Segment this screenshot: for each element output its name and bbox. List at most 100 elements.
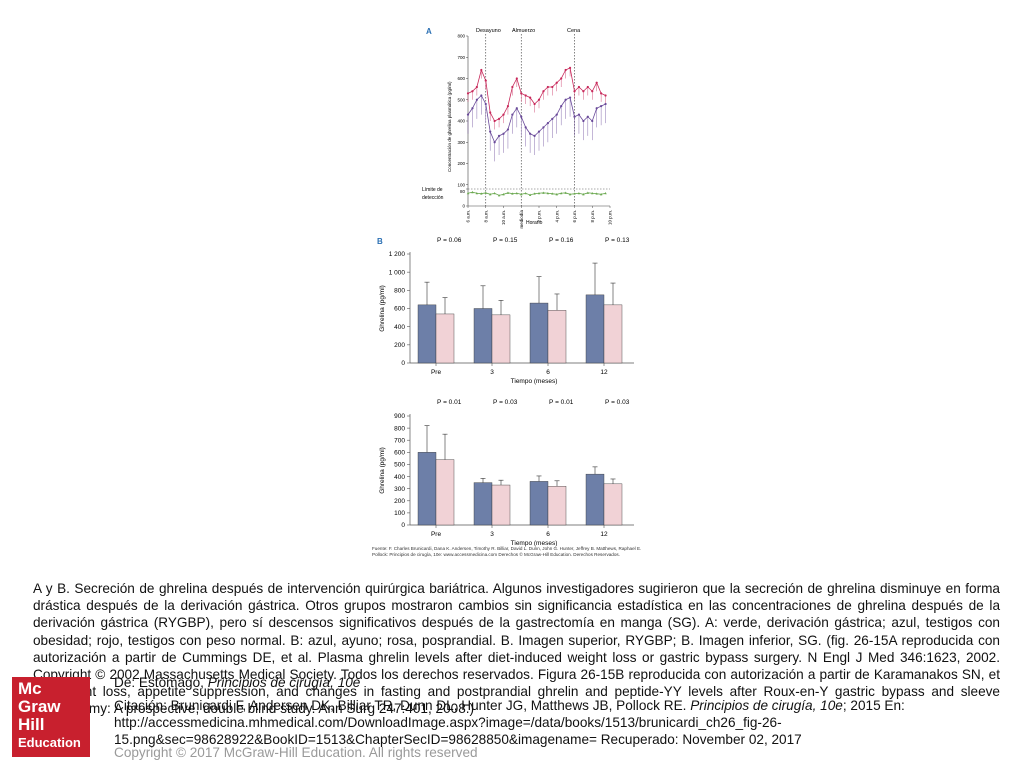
b-bottom-bar [529,481,549,526]
b-bottom-pvalue: P = 0.01 [549,399,574,406]
panel-a-point [515,191,519,195]
source-prefix: De: Estómago, [114,675,208,690]
panel-a-point [564,98,567,101]
logo-line-1: Mc [18,679,42,698]
panel-a-point [506,191,510,194]
panel-a-point [520,115,523,118]
panel-a-point [493,191,496,195]
b-top-bar [473,308,493,364]
panel-a-point [484,191,487,194]
panel-a-point [568,193,572,196]
panel-a-point [533,192,536,195]
panel-a-point [466,92,470,95]
citation: Citación: Brunicardi F, Andersen DK, Bil… [114,697,974,749]
citation-rest: ; 2015 En: http://accessmedicina.mhmedic… [114,698,905,748]
panel-a-point [600,92,603,95]
panel-a-point [582,90,585,93]
panel-a-point [551,85,554,89]
b-top-pvalue: P = 0.16 [549,237,574,244]
panel-a-ytick-label: 500 [457,97,465,102]
panel-a-point [599,193,603,196]
panel-a-point [542,90,545,93]
panel-a-detection-1: Límite de [422,187,443,193]
b-bottom-bar [491,484,511,526]
panel-a-point [524,126,527,129]
panel-a-point [520,92,523,95]
b-bottom-pvalue: P = 0.01 [437,399,462,406]
panel-a-meal-3: Cena [567,28,581,34]
panel-a-xlabel: Horario [526,220,543,226]
panel-a-point [497,194,501,197]
b-top-bar [603,304,623,364]
b-top-category-label: 3 [490,369,494,376]
panel-b-top-chart: 1 200 1 000 800 600 400 200 0 Ghrelina (pg/ml) P… [379,237,634,385]
panel-b-letter-box: B [377,237,383,246]
panel-a-point [577,85,581,89]
panel-a-point [502,132,505,135]
copyright-notice: Copyright © 2017 McGraw-Hill Education. … [114,745,478,760]
panel-a-xtick-label: mediodía [519,210,524,229]
panel-a-point [506,105,510,108]
panel-a-ytick-label: 800 [457,34,465,39]
logo-line-3: Hill [18,715,45,734]
b-top-bar [529,302,549,364]
panel-a-point [489,130,492,133]
panel-a-xtick-label: 6 p.m. [572,210,577,223]
figure-source-note: Fuente: F. Charles Brunicardi, Dana K. A… [372,546,642,557]
panel-a-ytick-label: 80 [460,189,466,194]
panel-a-point [511,192,514,195]
b-bottom-ytick-label: 500 [394,462,405,469]
panel-a-point [529,132,532,135]
b-top-category-label: Pre [431,369,442,376]
panel-a-point [480,192,483,195]
panel-a-point [471,107,474,110]
b-bottom-ytick-label: 100 [394,510,405,517]
panel-a-point [502,193,505,196]
panel-a-point [497,134,501,137]
panel-a-point [555,113,558,116]
b-top-ytick-label: 200 [394,342,405,349]
panel-a-point [488,193,492,196]
source-line: De: Estómago, Principios de cirugía, 10e [114,675,360,690]
b-bottom-ytick-label: 400 [394,474,405,481]
panel-a-meal-1: Desayuno [476,28,501,34]
b-bottom-pvalue: P = 0.03 [605,399,630,406]
source-book-title: Principios de cirugía, 10e [207,675,361,690]
panel-a-point [471,190,474,194]
panel-a-point [551,192,554,195]
panel-a-point [529,96,532,99]
panel-a-point [528,193,532,196]
panel-a-point [537,98,541,101]
panel-a-point [480,68,483,72]
panel-a-point [555,81,558,84]
panel-a-point [466,191,470,195]
panel-a-ytick-label: 600 [457,76,465,81]
panel-a-xtick-label: 10 a.m. [501,210,506,225]
panel-a-point [497,117,501,120]
panel-a-series-line-1 [467,67,606,122]
panel-a-point [471,90,474,93]
panel-a-point [506,128,510,131]
panel-a-point [546,85,549,89]
b-bottom-category-label: 3 [490,531,494,538]
panel-a-xtick-label: 6 a.m. [466,210,471,223]
panel-a-point [560,77,563,80]
panel-b-letter: B [377,237,383,246]
b-top-pvalue: P = 0.13 [605,237,630,244]
b-top-ytick-label: 600 [394,306,405,313]
panel-a-point [515,107,518,110]
b-top-ytick-label: 1 000 [389,269,406,276]
panel-a-ytick-label: 100 [457,182,465,187]
logo-line-2: Graw [18,697,61,716]
panel-a-point [533,102,536,106]
panel-a-ytick-label: 0 [462,204,465,209]
b-bottom-category-label: 6 [546,531,550,538]
panel-a-point [568,66,572,69]
b-bottom-ylabel: Ghrelina (pg/ml) [379,447,386,494]
panel-a-point [542,191,545,194]
panel-b-bottom-chart: 900 800 700 600 500 400 300 200 100 0 Ghrelina (pg… [379,399,634,547]
panel-a-point [555,193,558,196]
b-top-ytick-label: 400 [394,324,405,331]
panel-a-point [546,191,550,195]
